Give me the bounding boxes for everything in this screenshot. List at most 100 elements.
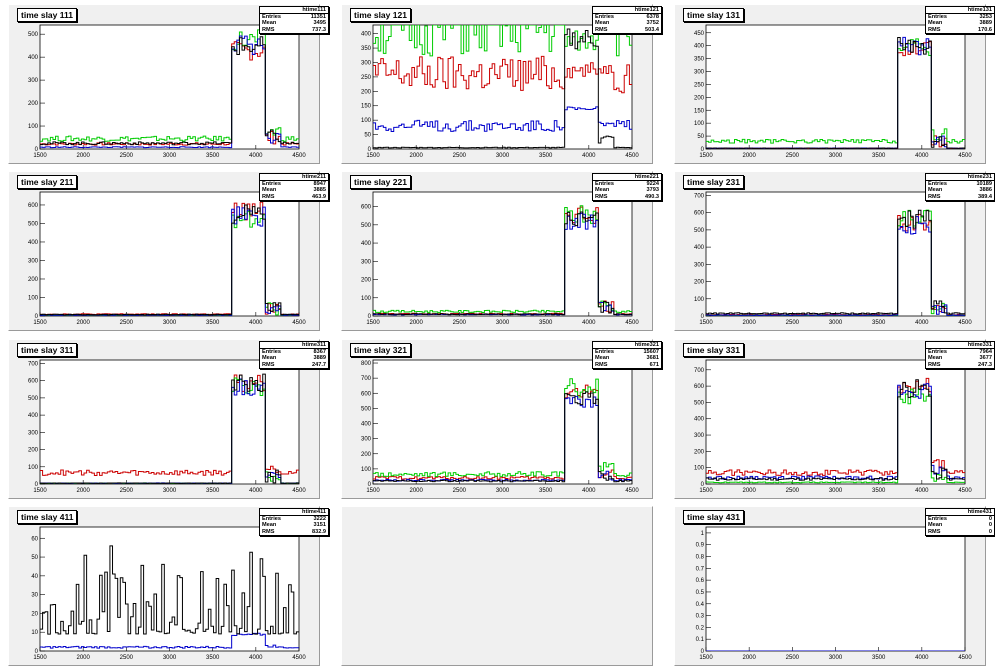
y-tick-label: 200: [694, 449, 705, 455]
x-tick-label: 3500: [206, 488, 220, 494]
stats-entries-label: Entries: [928, 349, 947, 356]
stats-hist-name: htime221: [593, 174, 661, 182]
plot-frame: [372, 359, 633, 485]
stats-mean-label: Mean: [595, 355, 610, 362]
x-tick-label: 2000: [409, 320, 423, 326]
y-tick-label: 300: [361, 259, 372, 265]
series-green: [373, 205, 632, 314]
stats-box: htime211 Entries 8947 Mean 3885 RMS 463.9: [259, 173, 329, 201]
plot-frame: [705, 191, 966, 317]
y-tick-label: 0: [35, 482, 39, 488]
histogram-pad: 1500 2000 2500 3000 3500 4000 4500 0 100 200 300 40…: [8, 4, 329, 164]
series-black: [373, 391, 632, 483]
stats-mean-value: 3889: [313, 355, 326, 362]
y-tick-label: 100: [28, 295, 39, 301]
x-tick-label: 1500: [699, 488, 713, 494]
x-tick-label: 3500: [206, 655, 220, 661]
x-tick-label: 3000: [829, 153, 843, 159]
histogram-pad: 1500 2000 2500 3000 3500 4000 4500 0 100 200 300 40…: [341, 171, 662, 331]
y-tick-label: 0: [368, 482, 372, 488]
stats-rms-value: 832.9: [312, 528, 326, 535]
stats-mean-value: 3752: [646, 20, 659, 27]
y-tick-label: 60: [31, 536, 38, 542]
x-tick-label: 4500: [292, 488, 306, 494]
histogram-plot: 1500 2000 2500 3000 3500 4000 4500 0 50 100 150 200…: [361, 24, 639, 159]
stats-rms-label: RMS: [928, 528, 941, 535]
y-tick-label: 200: [694, 280, 705, 286]
stats-mean-label: Mean: [262, 355, 277, 362]
y-tick-label: 100: [694, 121, 705, 127]
y-tick-label: 300: [694, 70, 705, 76]
y-tick-label: 300: [28, 430, 39, 436]
x-tick-label: 4500: [292, 320, 306, 326]
y-tick-label: 0.2: [696, 625, 705, 631]
stats-entries-value: 8947: [313, 181, 326, 188]
x-tick-label: 3000: [496, 320, 510, 326]
x-tick-label: 3500: [872, 153, 886, 159]
stats-box: htime331 Entries 7964 Mean 3677 RMS 247.3: [925, 341, 995, 369]
series-green: [373, 378, 632, 478]
x-tick-label: 4500: [625, 488, 639, 494]
y-tick-label: 300: [361, 60, 372, 66]
y-tick-label: 50: [364, 133, 371, 139]
histogram-plot: 1500 2000 2500 3000 3500 4000 4500 0 10 20 30 40 50 6…: [31, 526, 306, 661]
y-tick-label: 100: [28, 124, 39, 130]
y-tick-label: 0.8: [696, 555, 705, 561]
y-tick-label: 0.4: [696, 602, 705, 608]
x-tick-label: 3000: [829, 488, 843, 494]
x-tick-label: 3500: [539, 320, 553, 326]
x-tick-label: 1500: [366, 153, 380, 159]
x-tick-label: 4500: [292, 153, 306, 159]
x-tick-label: 2500: [453, 320, 467, 326]
stats-entries-label: Entries: [262, 349, 281, 356]
series-black: [706, 379, 965, 481]
stats-box: htime311 Entries 8367 Mean 3889 RMS 247.7: [259, 341, 329, 369]
y-tick-label: 500: [361, 223, 372, 229]
y-tick-label: 0: [368, 147, 372, 153]
x-tick-label: 4000: [249, 320, 263, 326]
stats-rms-label: RMS: [595, 26, 608, 33]
x-tick-label: 3000: [163, 153, 177, 159]
y-tick-label: 250: [694, 82, 705, 88]
x-tick-label: 1500: [33, 320, 47, 326]
x-tick-label: 1500: [366, 320, 380, 326]
stats-box: htime411 Entries 3222 Mean 3151 RMS 832.9: [259, 508, 329, 536]
stats-rms-value: 0: [988, 528, 992, 535]
x-tick-label: 3500: [872, 320, 886, 326]
stats-hist-name: htime431: [926, 509, 994, 517]
series-green: [373, 25, 632, 57]
x-tick-label: 2000: [409, 488, 423, 494]
plot-frame: [705, 359, 966, 485]
y-tick-label: 0: [35, 649, 39, 655]
y-tick-label: 40: [31, 574, 38, 580]
y-tick-label: 0: [701, 314, 705, 320]
x-tick-label: 2500: [786, 153, 800, 159]
stats-mean-value: 3885: [313, 187, 326, 194]
x-tick-label: 4500: [625, 153, 639, 159]
x-tick-label: 3500: [206, 320, 220, 326]
y-tick-label: 400: [361, 241, 372, 247]
stats-box: htime231 Entries 10189 Mean 3886 RMS 389.4: [925, 173, 995, 201]
stats-rms-value: 170.6: [978, 26, 992, 33]
stats-rms-label: RMS: [262, 361, 275, 368]
x-tick-label: 2000: [409, 153, 423, 159]
y-tick-label: 200: [28, 101, 39, 107]
y-tick-label: 700: [361, 376, 372, 382]
y-tick-label: 0.1: [696, 637, 705, 643]
stats-mean-label: Mean: [595, 187, 610, 194]
series-black: [706, 209, 965, 315]
series-green: [40, 29, 299, 142]
stats-hist-name: htime411: [260, 509, 328, 517]
stats-box: htime321 Entries 15607 Mean 3681 RMS 671: [592, 341, 662, 369]
plot-frame: [705, 526, 966, 652]
y-tick-label: 700: [28, 361, 39, 367]
y-tick-label: 0: [35, 147, 39, 153]
stats-rms-label: RMS: [928, 26, 941, 33]
y-tick-label: 150: [694, 108, 705, 114]
y-tick-label: 600: [361, 391, 372, 397]
stats-mean-value: 3886: [979, 187, 992, 194]
stats-mean-value: 3495: [313, 20, 326, 27]
stats-box: htime221 Entries 9224 Mean 3793 RMS 490.3: [592, 173, 662, 201]
y-tick-label: 250: [361, 75, 372, 81]
y-tick-label: 200: [361, 278, 372, 284]
